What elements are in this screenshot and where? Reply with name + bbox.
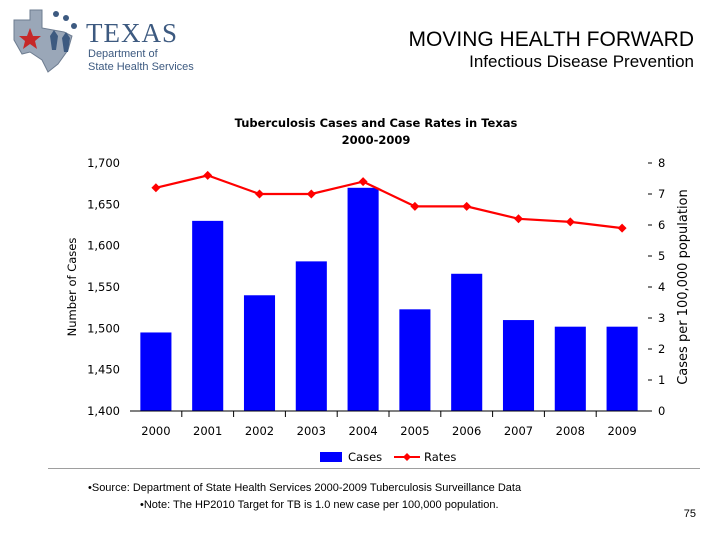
y-tick-label: 1,500 — [87, 321, 120, 335]
logo-department-text: Department of State Health Services — [88, 48, 194, 74]
page-subtitle: Infectious Disease Prevention — [469, 52, 694, 71]
legend-rates-marker — [403, 453, 411, 461]
y-tick-label: 1,700 — [87, 156, 120, 170]
logo-word: TEXAS — [86, 18, 178, 48]
x-tick-label: 2008 — [556, 424, 585, 438]
bar-2006 — [451, 273, 483, 411]
logo-line-1: Department of — [88, 48, 158, 60]
y-axis-label: Number of Cases — [65, 238, 79, 337]
source-footnote: •Source: Department of State Health Serv… — [88, 482, 522, 494]
rate-point-2002 — [255, 189, 264, 199]
bar-2004 — [347, 187, 379, 411]
rate-point-2003 — [306, 189, 316, 199]
x-tick-label: 2000 — [141, 424, 170, 438]
chart-title: Tuberculosis Cases and Case Rates in Tex… — [235, 116, 518, 130]
x-tick-label: 2006 — [452, 424, 481, 438]
legend-cases-label: Cases — [348, 450, 382, 464]
rates-line — [155, 174, 623, 230]
page-title: MOVING HEALTH FORWARD — [408, 28, 694, 51]
rate-point-2000 — [151, 183, 161, 193]
page-number: 75 — [683, 508, 696, 520]
y-tick-label: 1,450 — [87, 363, 120, 377]
y2-tick-label: 3 — [658, 311, 665, 325]
y2-tick-label: 4 — [658, 280, 665, 294]
rate-point-2001 — [203, 170, 213, 180]
plot-area: 1,400 1,450 1,500 1,550 1,600 1,650 1,700 0 1 2 3 4… — [87, 156, 665, 438]
logo-line-2: State Health Services — [88, 61, 194, 73]
rate-point-2008 — [565, 217, 575, 227]
y2-tick-label: 8 — [658, 156, 665, 170]
y2-tick-label: 1 — [658, 373, 665, 387]
rate-point-2004 — [358, 177, 368, 187]
y-tick-label: 1,550 — [87, 280, 120, 294]
legend-cases-swatch — [320, 452, 342, 462]
bar-2003 — [295, 261, 327, 411]
x-tick-label: 2007 — [504, 424, 533, 438]
bar-2000 — [140, 332, 172, 411]
texas-map-icon — [13, 9, 77, 73]
bar-2005 — [399, 309, 431, 411]
y2-tick-label: 6 — [658, 218, 665, 232]
y-tick-label: 1,400 — [87, 404, 120, 418]
footer-divider — [48, 468, 700, 469]
y2-tick-label: 2 — [658, 342, 665, 356]
x-tick-label: 2009 — [607, 424, 636, 438]
y2-tick-label: 0 — [658, 404, 665, 418]
bar-2007 — [502, 320, 535, 411]
x-tick-label: 2003 — [297, 424, 326, 438]
rate-point-2007 — [514, 214, 523, 224]
x-tick-label: 2005 — [400, 424, 429, 438]
rate-point-2009 — [617, 223, 627, 233]
y2-tick-label: 7 — [658, 187, 665, 201]
legend-rates-label: Rates — [424, 450, 456, 464]
note-footnote: •Note: The HP2010 Target for TB is 1.0 n… — [140, 499, 499, 511]
rate-point-2006 — [462, 201, 472, 211]
rate-point-2005 — [410, 201, 420, 211]
chart-subtitle: 2000-2009 — [342, 133, 411, 147]
dshs-logo: TEXAS Department of State Health Service… — [8, 6, 198, 76]
bar-2008 — [554, 326, 586, 411]
x-tick-label: 2004 — [348, 424, 377, 438]
y-tick-label: 1,650 — [87, 197, 120, 211]
bar-2002 — [243, 295, 276, 411]
legend: Cases Rates — [320, 450, 456, 464]
x-tick-label: 2002 — [245, 424, 274, 438]
y-tick-label: 1,600 — [87, 239, 120, 253]
bar-2001 — [192, 220, 224, 411]
y2-axis-label: Cases per 100,000 population — [676, 189, 691, 385]
y2-tick-label: 5 — [658, 249, 665, 263]
x-tick-label: 2001 — [193, 424, 222, 438]
bar-2009 — [606, 326, 638, 411]
